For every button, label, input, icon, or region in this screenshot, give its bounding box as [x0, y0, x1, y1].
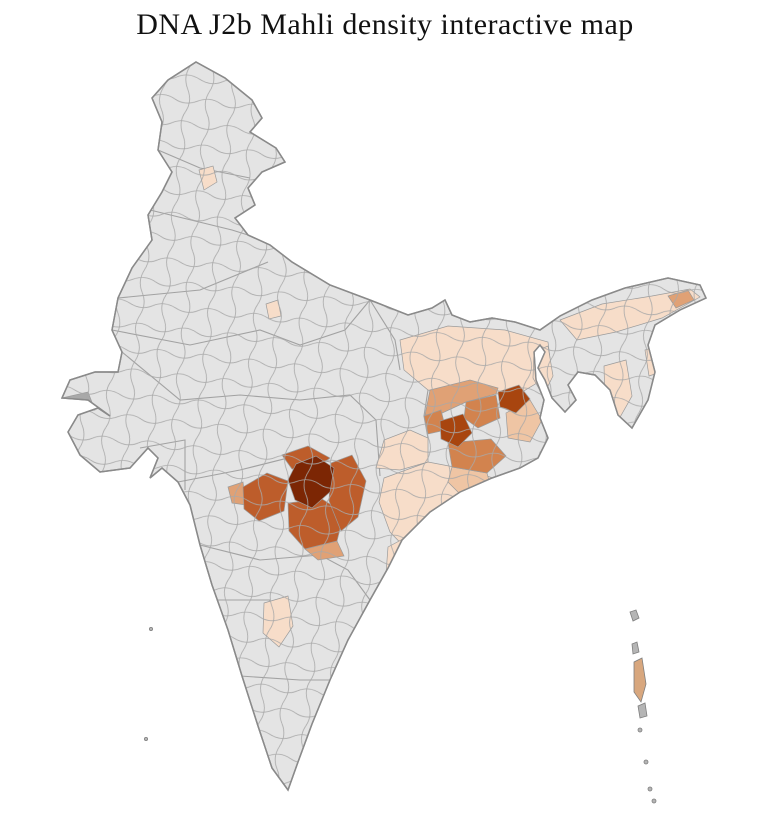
island-district[interactable] — [637, 702, 648, 719]
lakshadweep-islands[interactable] — [143, 627, 153, 742]
island-district[interactable] — [629, 609, 640, 622]
island-district[interactable] — [651, 798, 657, 804]
island-district[interactable] — [143, 737, 148, 742]
page-title: DNA J2b Mahli density interactive map — [136, 8, 634, 41]
island-district[interactable] — [643, 759, 649, 765]
india-base-region[interactable] — [60, 61, 707, 792]
india-outline — [60, 61, 707, 792]
island-district[interactable] — [637, 727, 643, 733]
island-district[interactable] — [647, 786, 653, 792]
island-district[interactable] — [631, 641, 640, 655]
island-chain[interactable] — [629, 609, 657, 804]
island-district[interactable] — [148, 627, 153, 632]
island-district-tinted[interactable] — [633, 657, 647, 703]
